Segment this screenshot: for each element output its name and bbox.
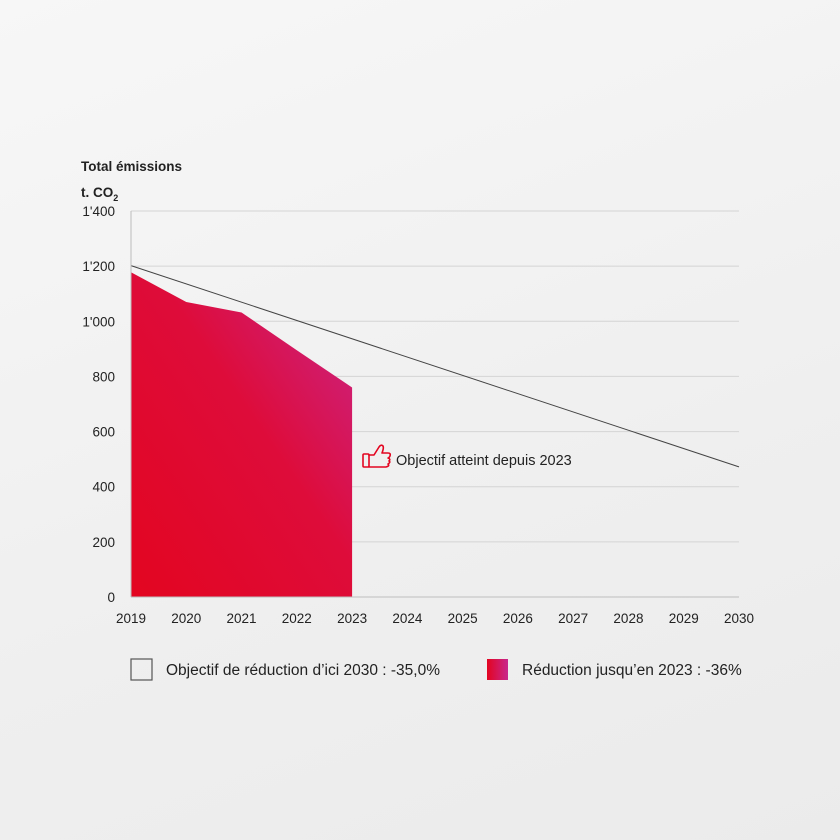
y-tick-label: 1'000 [82, 314, 115, 329]
y-tick-label: 800 [92, 369, 115, 384]
y-tick-label: 200 [92, 535, 115, 550]
y-tick-label: 0 [107, 590, 115, 605]
x-tick-label: 2021 [227, 611, 257, 626]
x-tick-label: 2024 [392, 611, 423, 626]
x-tick-label: 2030 [724, 611, 754, 626]
y-tick-label: 600 [92, 425, 115, 440]
y-tick-label: 400 [92, 480, 115, 495]
legend-swatch-reduction [487, 659, 508, 680]
legend-swatch-target [130, 658, 153, 681]
y-axis-ticks: 0 200 400 600 800 1'000 1'200 1'400 [82, 204, 115, 605]
x-tick-label: 2028 [613, 611, 643, 626]
target-line [130, 265, 740, 468]
thumbs-up-icon [362, 444, 392, 468]
legend: Objectif de réduction d’ici 2030 : -35,0… [130, 658, 742, 681]
reduction-area [131, 272, 353, 597]
y-axis-label-main: t. CO [81, 185, 113, 200]
x-tick-label: 2029 [669, 611, 699, 626]
y-axis-label-subscript: 2 [113, 193, 118, 203]
x-tick-label: 2019 [116, 611, 146, 626]
legend-label-reduction: Réduction jusqu’en 2023 : -36% [522, 662, 742, 679]
y-tick-label: 1'200 [82, 259, 115, 274]
x-tick-label: 2022 [282, 611, 312, 626]
x-tick-label: 2026 [503, 611, 533, 626]
annotation-text: Objectif atteint depuis 2023 [396, 453, 572, 469]
y-axis-label: t. CO2 [81, 185, 118, 203]
annotation: Objectif atteint depuis 2023 [362, 444, 572, 469]
x-tick-label: 2027 [558, 611, 588, 626]
x-axis-ticks: 2019 2020 2021 2022 2023 2024 2025 2026 2027 2028… [116, 611, 754, 626]
x-tick-label: 2025 [448, 611, 478, 626]
x-tick-label: 2020 [171, 611, 201, 626]
legend-label-target: Objectif de réduction d’ici 2030 : -35,0… [166, 662, 440, 679]
y-tick-label: 1'400 [82, 204, 115, 219]
x-tick-label: 2023 [337, 611, 367, 626]
chart-title: Total émissions [81, 159, 182, 174]
